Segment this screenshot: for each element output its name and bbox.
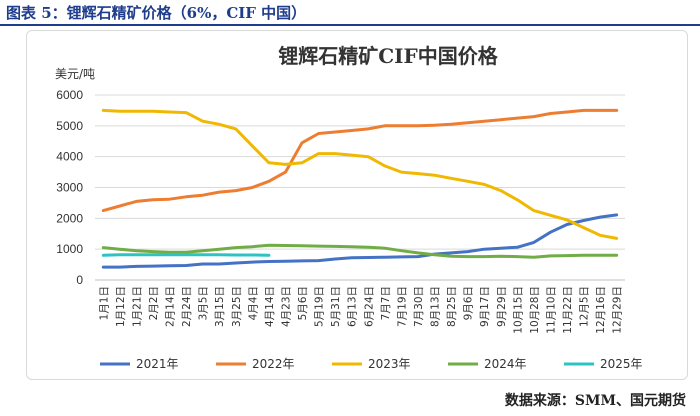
- x-tick-label: 12月29日: [612, 286, 624, 334]
- y-tick-label: 0: [76, 273, 83, 287]
- series-line-2025年: [101, 253, 271, 257]
- x-tick-label: 1月12日: [115, 286, 127, 327]
- x-tick-label: 2月2日: [148, 286, 160, 320]
- x-tick-label: 6月13日: [347, 286, 359, 327]
- data-source: 数据来源：SMM、国元期货: [504, 393, 686, 409]
- x-tick-label: 3月15日: [214, 286, 226, 327]
- x-tick-label: 12月5日: [579, 286, 591, 327]
- legend-label: 2023年: [368, 357, 411, 371]
- y-axis-ticks: 0 1000 2000 3000 4000 5000 6000: [56, 88, 83, 287]
- y-tick-label: 2000: [56, 211, 83, 225]
- legend-label: 2025年: [600, 357, 643, 371]
- x-tick-label: 7月19日: [396, 286, 408, 327]
- x-tick-label: 7月7日: [380, 286, 392, 320]
- y-tick-label: 1000: [56, 242, 83, 256]
- x-tick-label: 10月28日: [529, 286, 541, 334]
- x-tick-label: 10月15日: [512, 286, 524, 334]
- legend-label: 2021年: [136, 357, 179, 371]
- series-line-2024年: [101, 243, 619, 259]
- x-tick-label: 1月21日: [131, 286, 143, 327]
- y-tick-label: 3000: [56, 181, 83, 195]
- grid-lines: [95, 94, 625, 281]
- x-tick-label: 11月22日: [562, 286, 574, 334]
- x-tick-label: 8月25日: [446, 286, 458, 327]
- y-tick-label: 5000: [56, 119, 83, 133]
- x-axis-ticks: 1月1日 1月12日 1月21日 2月2日 2月14日 2月24日 3月5日 3月15日 3月2…: [98, 286, 623, 334]
- x-tick-label: 4月23日: [280, 286, 292, 327]
- x-tick-label: 11月10日: [545, 286, 557, 334]
- x-tick-label: 4月4日: [247, 286, 259, 320]
- series-line-2021年: [101, 213, 619, 269]
- legend: 2021年 2022年 2023年 2024年 2025年: [100, 357, 643, 371]
- legend-label: 2022年: [252, 357, 295, 371]
- chart-frame: [26, 30, 688, 380]
- x-tick-label: 4月14日: [264, 286, 276, 327]
- y-tick-label: 6000: [56, 88, 83, 102]
- x-tick-label: 9月17日: [479, 286, 491, 327]
- y-axis-label: 美元/吨: [55, 67, 95, 81]
- x-tick-label: 1月1日: [98, 286, 110, 320]
- x-tick-label: 9月6日: [463, 286, 475, 320]
- figure-caption: 图表 5：锂辉石精矿价格（6%，CIF 中国）: [6, 4, 307, 22]
- y-tick-label: 4000: [56, 150, 83, 164]
- series-lines: [101, 108, 619, 269]
- x-tick-label: 3月5日: [198, 286, 210, 320]
- x-tick-label: 5月31日: [330, 286, 342, 327]
- x-tick-label: 7月30日: [413, 286, 425, 327]
- x-tick-label: 9月29日: [496, 286, 508, 327]
- series-line-2022年: [101, 108, 619, 213]
- caption-divider: [0, 24, 700, 26]
- x-tick-label: 2月14日: [165, 286, 177, 327]
- x-tick-label: 6月24日: [363, 286, 375, 327]
- x-tick-label: 2月24日: [181, 286, 193, 327]
- legend-label: 2024年: [484, 357, 527, 371]
- x-tick-label: 5月19日: [314, 286, 326, 327]
- x-tick-label: 8月13日: [430, 286, 442, 327]
- x-tick-label: 12月16日: [595, 286, 607, 334]
- chart-title: 锂辉石精矿CIF中国价格: [278, 44, 498, 68]
- series-line-2023年: [101, 108, 619, 240]
- x-tick-label: 5月6日: [297, 286, 309, 320]
- x-tick-label: 3月25日: [231, 286, 243, 327]
